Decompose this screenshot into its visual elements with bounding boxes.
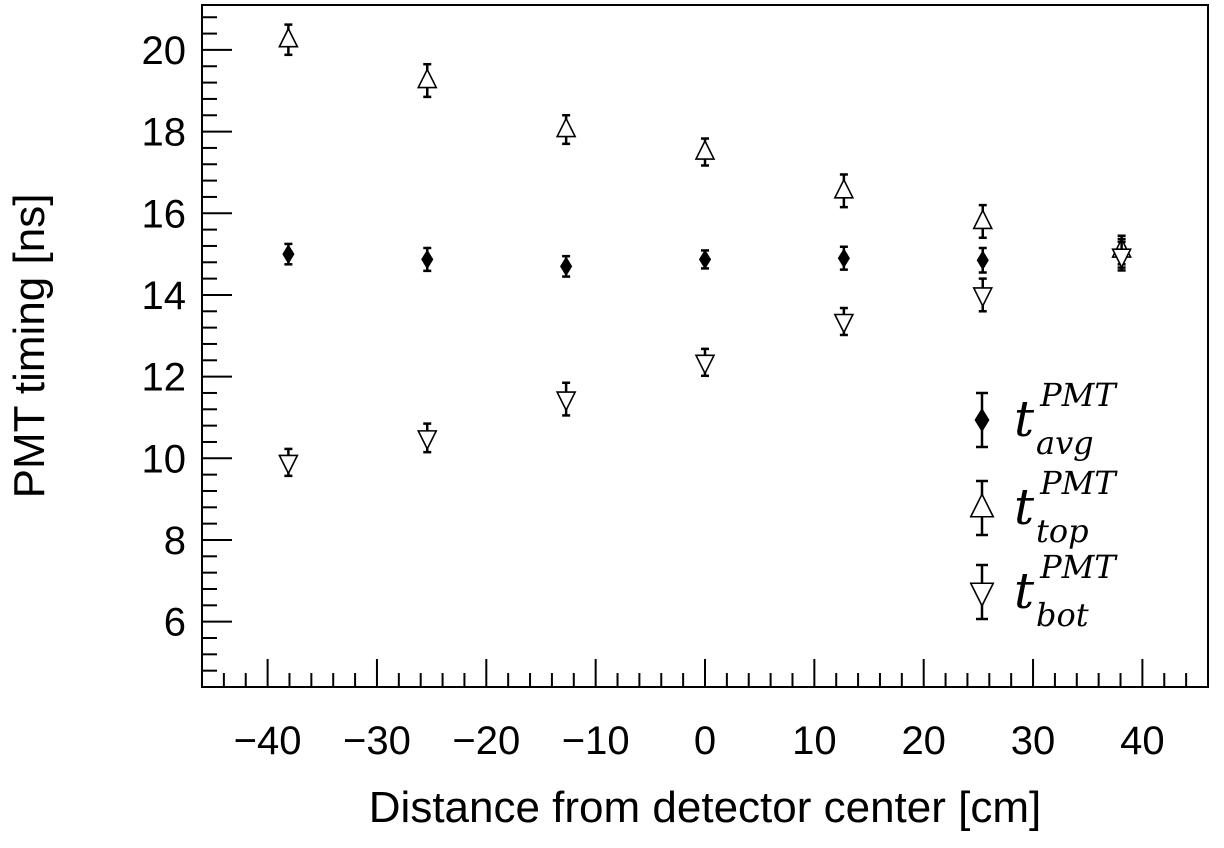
- point-top: [972, 208, 994, 230]
- x-tick-label: −20: [452, 719, 520, 763]
- point-top: [694, 139, 716, 160]
- y-tick-label: 8: [164, 519, 186, 563]
- point-top: [278, 26, 299, 48]
- point-avg: [976, 250, 989, 271]
- legend-sup-top: PMT: [1039, 464, 1118, 502]
- x-tick-label: 10: [792, 719, 837, 763]
- x-tick-label: 40: [1120, 719, 1165, 763]
- legend-main-bot: t: [1014, 562, 1035, 620]
- series-top: [278, 23, 1132, 266]
- point-avg: [837, 248, 850, 269]
- point-bot: [555, 391, 577, 412]
- y-axis-title: PMT timing [ns]: [5, 194, 54, 499]
- legend-sup-bot: PMT: [1039, 548, 1118, 586]
- point-top: [555, 116, 577, 138]
- y-tick-label: 6: [164, 601, 186, 645]
- point-avg: [698, 249, 712, 270]
- x-tick-label: 20: [901, 719, 946, 763]
- y-tick-label: 18: [142, 111, 187, 155]
- point-bot: [833, 313, 855, 335]
- series-bot: [278, 240, 1132, 478]
- legend-marker-avg: [974, 407, 990, 433]
- x-axis-title: Distance from detector center [cm]: [369, 783, 1041, 832]
- point-bot: [694, 354, 716, 376]
- point-top: [416, 67, 438, 89]
- legend-entry-avg: t PMT avg: [974, 376, 1118, 462]
- legend-label-bot: t PMT bot: [1014, 548, 1118, 634]
- data-marks: [278, 23, 1132, 478]
- y-tick-label: 20: [142, 29, 187, 73]
- legend-marker-top: [969, 492, 995, 518]
- legend-entry-bot: t PMT bot: [969, 548, 1118, 634]
- legend-marker-bot: [969, 582, 995, 608]
- x-tick-label: −30: [343, 719, 411, 763]
- x-tick-label: 30: [1011, 719, 1056, 763]
- legend-sub-avg: avg: [1036, 424, 1094, 462]
- y-tick-label: 12: [142, 356, 187, 400]
- point-top: [833, 178, 855, 199]
- point-bot: [278, 454, 299, 476]
- x-tick-label: −40: [234, 719, 302, 763]
- legend-entry-top: t PMT top: [969, 464, 1118, 550]
- axes: −40 −30 −20 −10 0 10 20 30 40 6 8 10 12 14 16 18 20: [142, 4, 1209, 763]
- y-tick-label: 14: [142, 274, 187, 318]
- legend-label-top: t PMT top: [1014, 464, 1118, 550]
- legend-main-avg: t: [1014, 390, 1035, 448]
- point-bot: [972, 287, 994, 308]
- legend-sup-avg: PMT: [1039, 376, 1118, 414]
- legend-label-avg: t PMT avg: [1014, 376, 1118, 462]
- y-tick-label: 16: [142, 192, 187, 236]
- legend-sub-bot: bot: [1036, 596, 1089, 634]
- point-bot: [416, 430, 438, 451]
- point-avg: [421, 249, 434, 270]
- point-bot: [1111, 248, 1132, 269]
- legend-main-top: t: [1014, 478, 1035, 536]
- series-avg: [282, 237, 1128, 278]
- point-avg: [560, 256, 573, 277]
- point-avg: [282, 244, 295, 265]
- legend-sub-top: top: [1036, 512, 1089, 550]
- y-tick-label: 10: [142, 437, 187, 481]
- x-tick-label: 0: [694, 719, 716, 763]
- x-tick-label: −10: [562, 719, 630, 763]
